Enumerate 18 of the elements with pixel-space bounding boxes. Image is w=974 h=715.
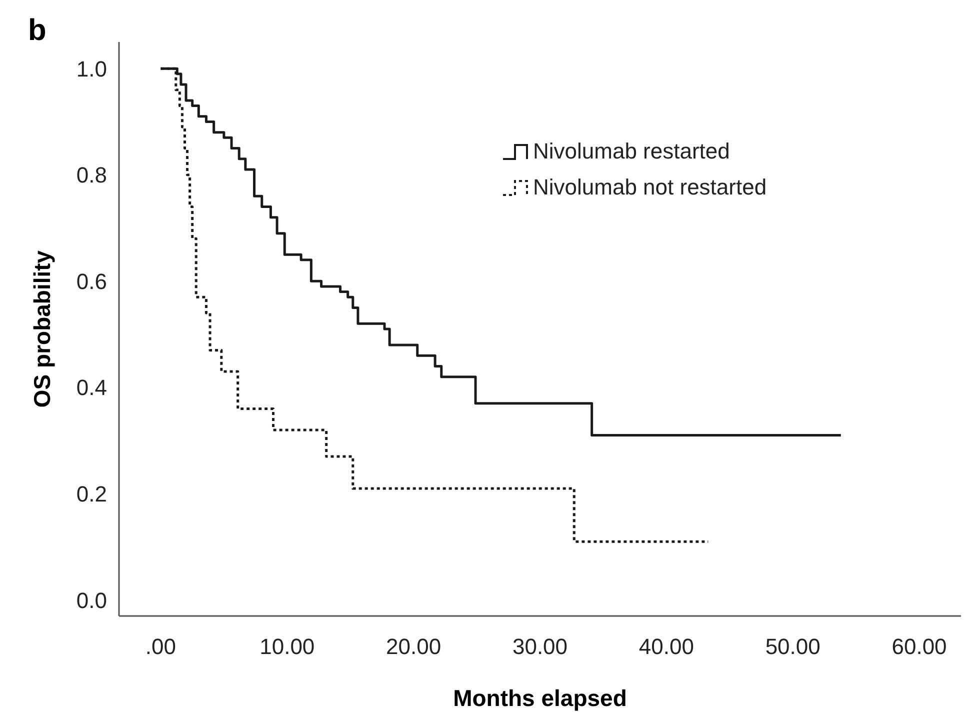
y-tick-label: 0.0 bbox=[76, 588, 107, 613]
x-tick-label: 50.00 bbox=[765, 634, 820, 659]
x-tick-label: 10.00 bbox=[260, 634, 315, 659]
x-tick-label: 20.00 bbox=[386, 634, 442, 659]
x-axis-title: Months elapsed bbox=[453, 685, 627, 711]
x-tick-label: 40.00 bbox=[638, 634, 694, 659]
x-tick-label: 60.00 bbox=[892, 634, 947, 659]
y-tick-label: 0.8 bbox=[76, 162, 107, 188]
y-tick-label: 1.0 bbox=[76, 56, 107, 82]
y-axis-title: OS probability bbox=[29, 250, 55, 408]
y-tick-label: 0.4 bbox=[76, 375, 107, 400]
x-tick-label: .00 bbox=[145, 634, 176, 659]
legend-label: Nivolumab restarted bbox=[533, 138, 730, 164]
legend-label: Nivolumab not restarted bbox=[533, 174, 767, 200]
x-tick-label: 30.00 bbox=[512, 634, 568, 659]
chart-title: b bbox=[28, 14, 46, 47]
y-tick-label: 0.2 bbox=[76, 481, 107, 506]
y-tick-label: 0.6 bbox=[76, 268, 107, 294]
